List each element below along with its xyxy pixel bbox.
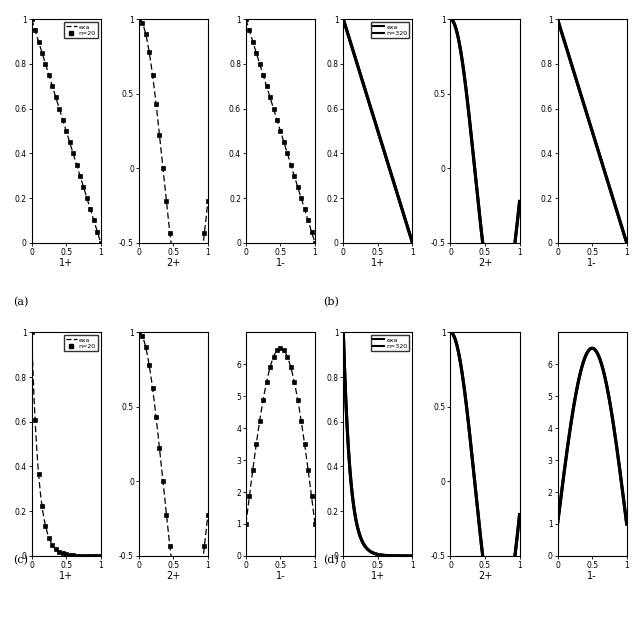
X-axis label: 1-: 1-: [587, 258, 597, 268]
X-axis label: 2+: 2+: [166, 258, 180, 268]
X-axis label: 1-: 1-: [587, 571, 597, 581]
Text: (d): (d): [323, 555, 339, 566]
X-axis label: 1+: 1+: [59, 258, 73, 268]
X-axis label: 1+: 1+: [371, 258, 385, 268]
X-axis label: 1-: 1-: [275, 258, 285, 268]
X-axis label: 2+: 2+: [166, 571, 180, 581]
Legend: exa, n=320: exa, n=320: [372, 335, 410, 351]
X-axis label: 2+: 2+: [478, 258, 492, 268]
Text: (c): (c): [13, 555, 28, 566]
Legend: exa, n=20: exa, n=20: [64, 22, 97, 38]
Text: (b): (b): [323, 297, 339, 307]
X-axis label: 2+: 2+: [478, 571, 492, 581]
Legend: exa, n=20: exa, n=20: [64, 335, 97, 351]
Text: (a): (a): [13, 297, 28, 307]
X-axis label: 1+: 1+: [59, 571, 73, 581]
Legend: exa, n=320: exa, n=320: [372, 22, 410, 38]
X-axis label: 1-: 1-: [275, 571, 285, 581]
X-axis label: 1+: 1+: [371, 571, 385, 581]
